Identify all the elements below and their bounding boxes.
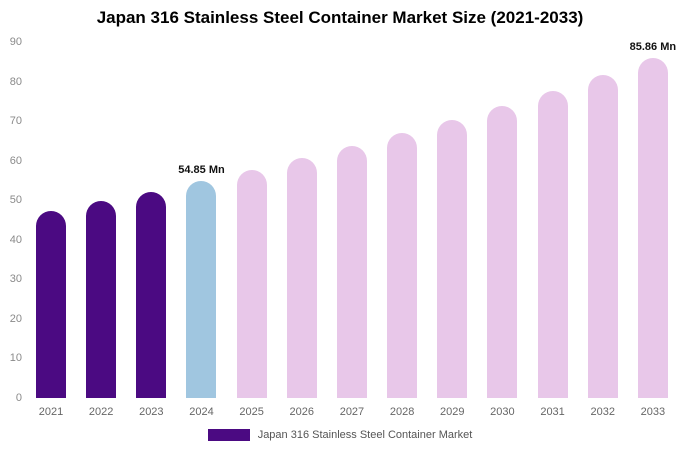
legend: Japan 316 Stainless Steel Container Mark… [0, 429, 680, 441]
legend-swatch [207, 429, 250, 441]
bar-column-2029: 2029 [437, 42, 468, 418]
x-axis-label-2030: 2030 [490, 406, 515, 418]
x-axis-label-2029: 2029 [440, 406, 465, 418]
x-axis-label-2021: 2021 [38, 406, 64, 418]
bar-column-2028: 2028 [387, 42, 418, 418]
bar-2022 [86, 201, 117, 398]
y-axis-tick-30: 30 [9, 273, 22, 286]
bar-column-2026: 2026 [286, 42, 317, 418]
bar-column-2021: 2021 [36, 42, 66, 418]
y-axis-tick-60: 60 [9, 154, 22, 167]
data-label-2033: 85.86 Mn [629, 41, 677, 54]
bar-2023 [136, 191, 167, 398]
y-axis-tick-40: 40 [9, 233, 22, 246]
bar-column-2022: 2022 [86, 42, 117, 418]
bar-column-2033: 85.86 Mn 2033 [630, 41, 676, 418]
x-axis-label-2031: 2031 [540, 406, 565, 418]
x-axis-label-2028: 2028 [389, 406, 415, 418]
bar-column-2023: 2023 [136, 42, 167, 418]
x-axis-label-2033: 2033 [640, 406, 666, 418]
bar-column-2025: 2025 [236, 42, 267, 418]
bar-2028 [387, 133, 418, 398]
bar-2032 [587, 74, 618, 398]
x-axis-label-2026: 2026 [289, 406, 315, 418]
legend-label: Japan 316 Stainless Steel Container Mark… [257, 429, 473, 441]
bar-column-2031: 2031 [537, 42, 568, 418]
bar-2030 [487, 105, 518, 398]
bar-2031 [537, 90, 568, 398]
y-axis-tick-70: 70 [9, 115, 22, 128]
bar-2033 [637, 58, 668, 398]
data-label-2024: 54.85 Mn [178, 164, 225, 177]
chart-title: Japan 316 Stainless Steel Container Mark… [96, 8, 584, 27]
bar-column-2027: 2027 [336, 42, 367, 418]
y-axis-tick-90: 90 [9, 36, 22, 48]
bar-series: 2021 2022 2023 54.85 Mn 2024 2025 2026 2027 2028… [28, 41, 676, 418]
y-axis-tick-0: 0 [15, 392, 22, 404]
bar-2027 [336, 146, 367, 398]
x-axis-label-2022: 2022 [88, 406, 114, 418]
x-axis-label-2025: 2025 [239, 406, 264, 418]
bar-2021 [36, 210, 66, 398]
y-axis-tick-20: 20 [9, 312, 22, 325]
bar-column-2030: 2030 [487, 42, 518, 418]
x-axis-label-2027: 2027 [339, 406, 365, 418]
bar-2024 [186, 181, 217, 398]
bar-column-2024: 54.85 Mn 2024 [178, 42, 224, 418]
y-axis: 0 10 20 30 40 50 60 70 80 90 [0, 36, 26, 404]
bar-2026 [286, 158, 317, 398]
x-axis-label-2024: 2024 [189, 406, 214, 418]
y-axis-tick-80: 80 [9, 75, 22, 88]
bar-2029 [437, 119, 468, 398]
y-axis-tick-10: 10 [9, 352, 22, 365]
bar-2025 [236, 170, 267, 398]
x-axis-label-2032: 2032 [590, 406, 615, 418]
y-axis-tick-50: 50 [9, 194, 22, 207]
x-axis-label-2023: 2023 [139, 406, 164, 418]
plot-area: 2021 2022 2023 54.85 Mn 2024 2025 2026 2027 2028… [28, 41, 676, 418]
bar-column-2032: 2032 [587, 42, 618, 418]
